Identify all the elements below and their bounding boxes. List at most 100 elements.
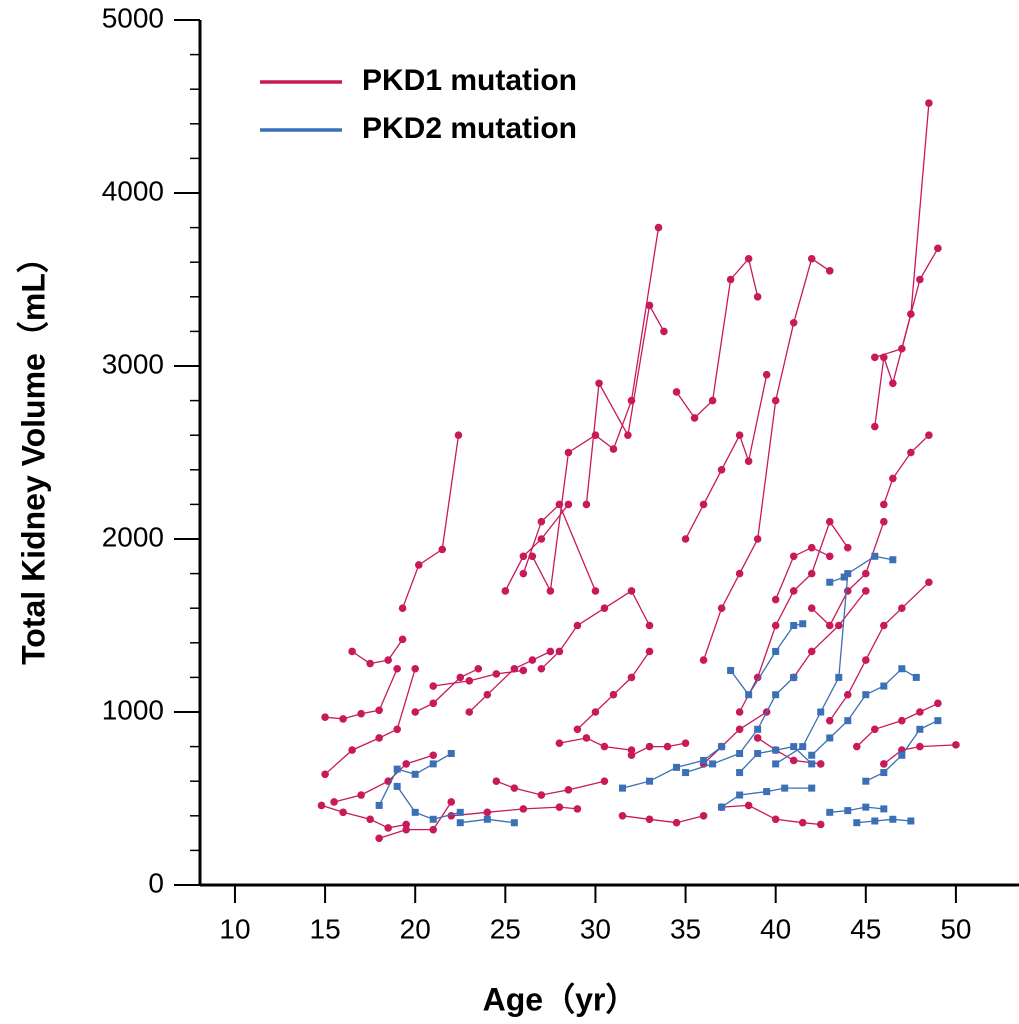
data-point bbox=[825, 267, 834, 275]
data-point bbox=[510, 784, 519, 792]
data-point bbox=[898, 751, 906, 759]
data-point bbox=[862, 691, 870, 699]
data-point bbox=[816, 760, 825, 768]
data-point bbox=[672, 818, 681, 827]
trajectory-line bbox=[576, 651, 651, 730]
data-point bbox=[600, 742, 609, 751]
data-point bbox=[807, 254, 816, 263]
x-tick-label: 10 bbox=[219, 913, 250, 944]
data-point bbox=[618, 784, 626, 792]
data-point bbox=[880, 769, 888, 777]
data-point bbox=[510, 664, 519, 673]
data-point bbox=[726, 275, 735, 284]
data-point bbox=[429, 751, 438, 760]
y-tick-label: 4000 bbox=[102, 175, 164, 206]
trajectory-line bbox=[324, 668, 416, 775]
y-axis-title: Total Kidney Volume（mL） bbox=[15, 241, 51, 665]
data-point bbox=[816, 820, 825, 829]
data-point bbox=[807, 647, 816, 656]
data-point bbox=[582, 734, 591, 742]
trajectory-line bbox=[829, 581, 930, 721]
data-point bbox=[454, 431, 463, 440]
data-point bbox=[398, 635, 407, 644]
data-point bbox=[781, 784, 789, 792]
data-point bbox=[772, 746, 780, 754]
data-point bbox=[411, 664, 420, 673]
data-point bbox=[826, 734, 834, 742]
data-point bbox=[627, 587, 636, 595]
data-point bbox=[618, 812, 627, 820]
legend-label: PKD2 mutation bbox=[362, 112, 577, 145]
data-point bbox=[411, 770, 419, 778]
trajectory-line bbox=[531, 227, 660, 594]
data-point bbox=[447, 750, 455, 758]
data-point bbox=[393, 725, 401, 734]
data-point bbox=[700, 756, 708, 764]
y-tick-label: 0 bbox=[148, 867, 164, 898]
trajectory-line bbox=[585, 303, 665, 505]
data-point bbox=[762, 370, 771, 379]
data-point bbox=[934, 244, 942, 253]
data-point bbox=[916, 708, 924, 716]
data-point bbox=[627, 746, 636, 754]
data-point bbox=[609, 445, 618, 453]
data-point bbox=[753, 535, 762, 543]
x-tick-label: 45 bbox=[850, 913, 881, 944]
data-point bbox=[799, 743, 807, 751]
data-point bbox=[573, 725, 582, 734]
trajectory-line bbox=[401, 435, 460, 609]
data-point bbox=[591, 708, 600, 716]
y-tick-label: 3000 bbox=[102, 348, 164, 379]
data-point bbox=[492, 777, 501, 785]
trajectory-line bbox=[396, 786, 461, 820]
data-point bbox=[925, 431, 933, 440]
data-point bbox=[834, 621, 843, 630]
data-point bbox=[861, 587, 870, 595]
trajectory-line bbox=[321, 804, 407, 829]
data-point bbox=[375, 834, 383, 843]
data-point bbox=[465, 708, 474, 716]
trajectory-line bbox=[775, 546, 831, 600]
data-point bbox=[573, 621, 582, 630]
data-point bbox=[934, 699, 942, 708]
data-point bbox=[817, 708, 825, 716]
data-point bbox=[861, 569, 870, 578]
data-point bbox=[546, 647, 555, 656]
data-point bbox=[825, 716, 834, 725]
data-point bbox=[727, 666, 735, 674]
data-point bbox=[646, 777, 654, 785]
data-point bbox=[510, 819, 518, 827]
data-point bbox=[889, 556, 897, 564]
data-point bbox=[772, 647, 780, 655]
data-point bbox=[366, 815, 374, 824]
data-point bbox=[528, 656, 537, 664]
data-point bbox=[645, 742, 654, 751]
data-point bbox=[546, 587, 555, 595]
data-point bbox=[627, 673, 636, 682]
data-point bbox=[699, 812, 708, 820]
data-point bbox=[456, 819, 464, 827]
data-point bbox=[415, 561, 423, 569]
data-point bbox=[825, 552, 834, 561]
data-point bbox=[808, 751, 816, 759]
data-point bbox=[465, 677, 474, 685]
trajectory-line bbox=[793, 590, 867, 678]
data-point bbox=[916, 275, 924, 284]
data-point bbox=[835, 673, 843, 681]
trajectory-line bbox=[856, 702, 939, 748]
x-tick-label: 50 bbox=[940, 913, 971, 944]
data-point bbox=[862, 803, 870, 811]
data-point bbox=[595, 379, 603, 388]
data-point bbox=[660, 327, 668, 336]
data-point bbox=[519, 805, 528, 813]
data-point bbox=[366, 659, 374, 668]
data-point bbox=[844, 570, 852, 578]
data-point bbox=[754, 725, 762, 733]
data-point bbox=[699, 656, 708, 664]
data-point bbox=[898, 716, 906, 725]
data-point bbox=[790, 622, 798, 629]
data-point bbox=[807, 604, 816, 612]
data-point bbox=[682, 769, 690, 777]
data-point bbox=[321, 770, 329, 779]
data-point bbox=[898, 604, 906, 612]
